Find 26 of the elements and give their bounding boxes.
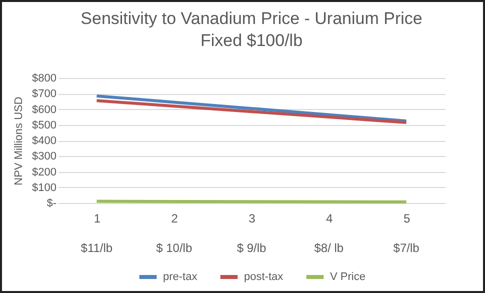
text: $ 9/lb xyxy=(236,241,266,255)
y-tick-label: $- xyxy=(46,198,57,210)
y-axis-title: NPV Millions USD xyxy=(13,96,26,186)
y-tick-label: $400 xyxy=(32,135,56,147)
x-tick-label: 1 xyxy=(94,212,101,226)
y-tick-label: $700 xyxy=(32,88,56,100)
line-series xyxy=(95,94,408,122)
x-tick-label: 4 xyxy=(326,212,334,226)
x-tick-label: 5 xyxy=(403,212,410,226)
legend-label: pre-tax xyxy=(163,271,198,283)
y-tick-label: $600 xyxy=(32,104,56,116)
y-tick-label: $300 xyxy=(32,150,56,163)
y-tick-label: $200 xyxy=(32,166,56,178)
legend-label: post-tax xyxy=(244,271,284,283)
text: $8/ lb xyxy=(314,241,344,255)
y-tick-label: $800 xyxy=(32,72,56,84)
x-tick-label: 3 xyxy=(248,212,256,226)
text: $11/lb xyxy=(80,241,113,255)
text: $7/lb xyxy=(393,241,420,255)
x-tick-label: 2 xyxy=(171,212,178,226)
line-series xyxy=(95,99,408,124)
chart-title: Sensitivity to Vanadium Price - Uranium Price Fixed $100/lb xyxy=(80,9,422,50)
text: $ 10/lb xyxy=(156,241,192,255)
legend-label: V Price xyxy=(330,271,366,283)
y-tick-label: $500 xyxy=(32,119,56,132)
y-tick-label: $100 xyxy=(32,182,56,194)
